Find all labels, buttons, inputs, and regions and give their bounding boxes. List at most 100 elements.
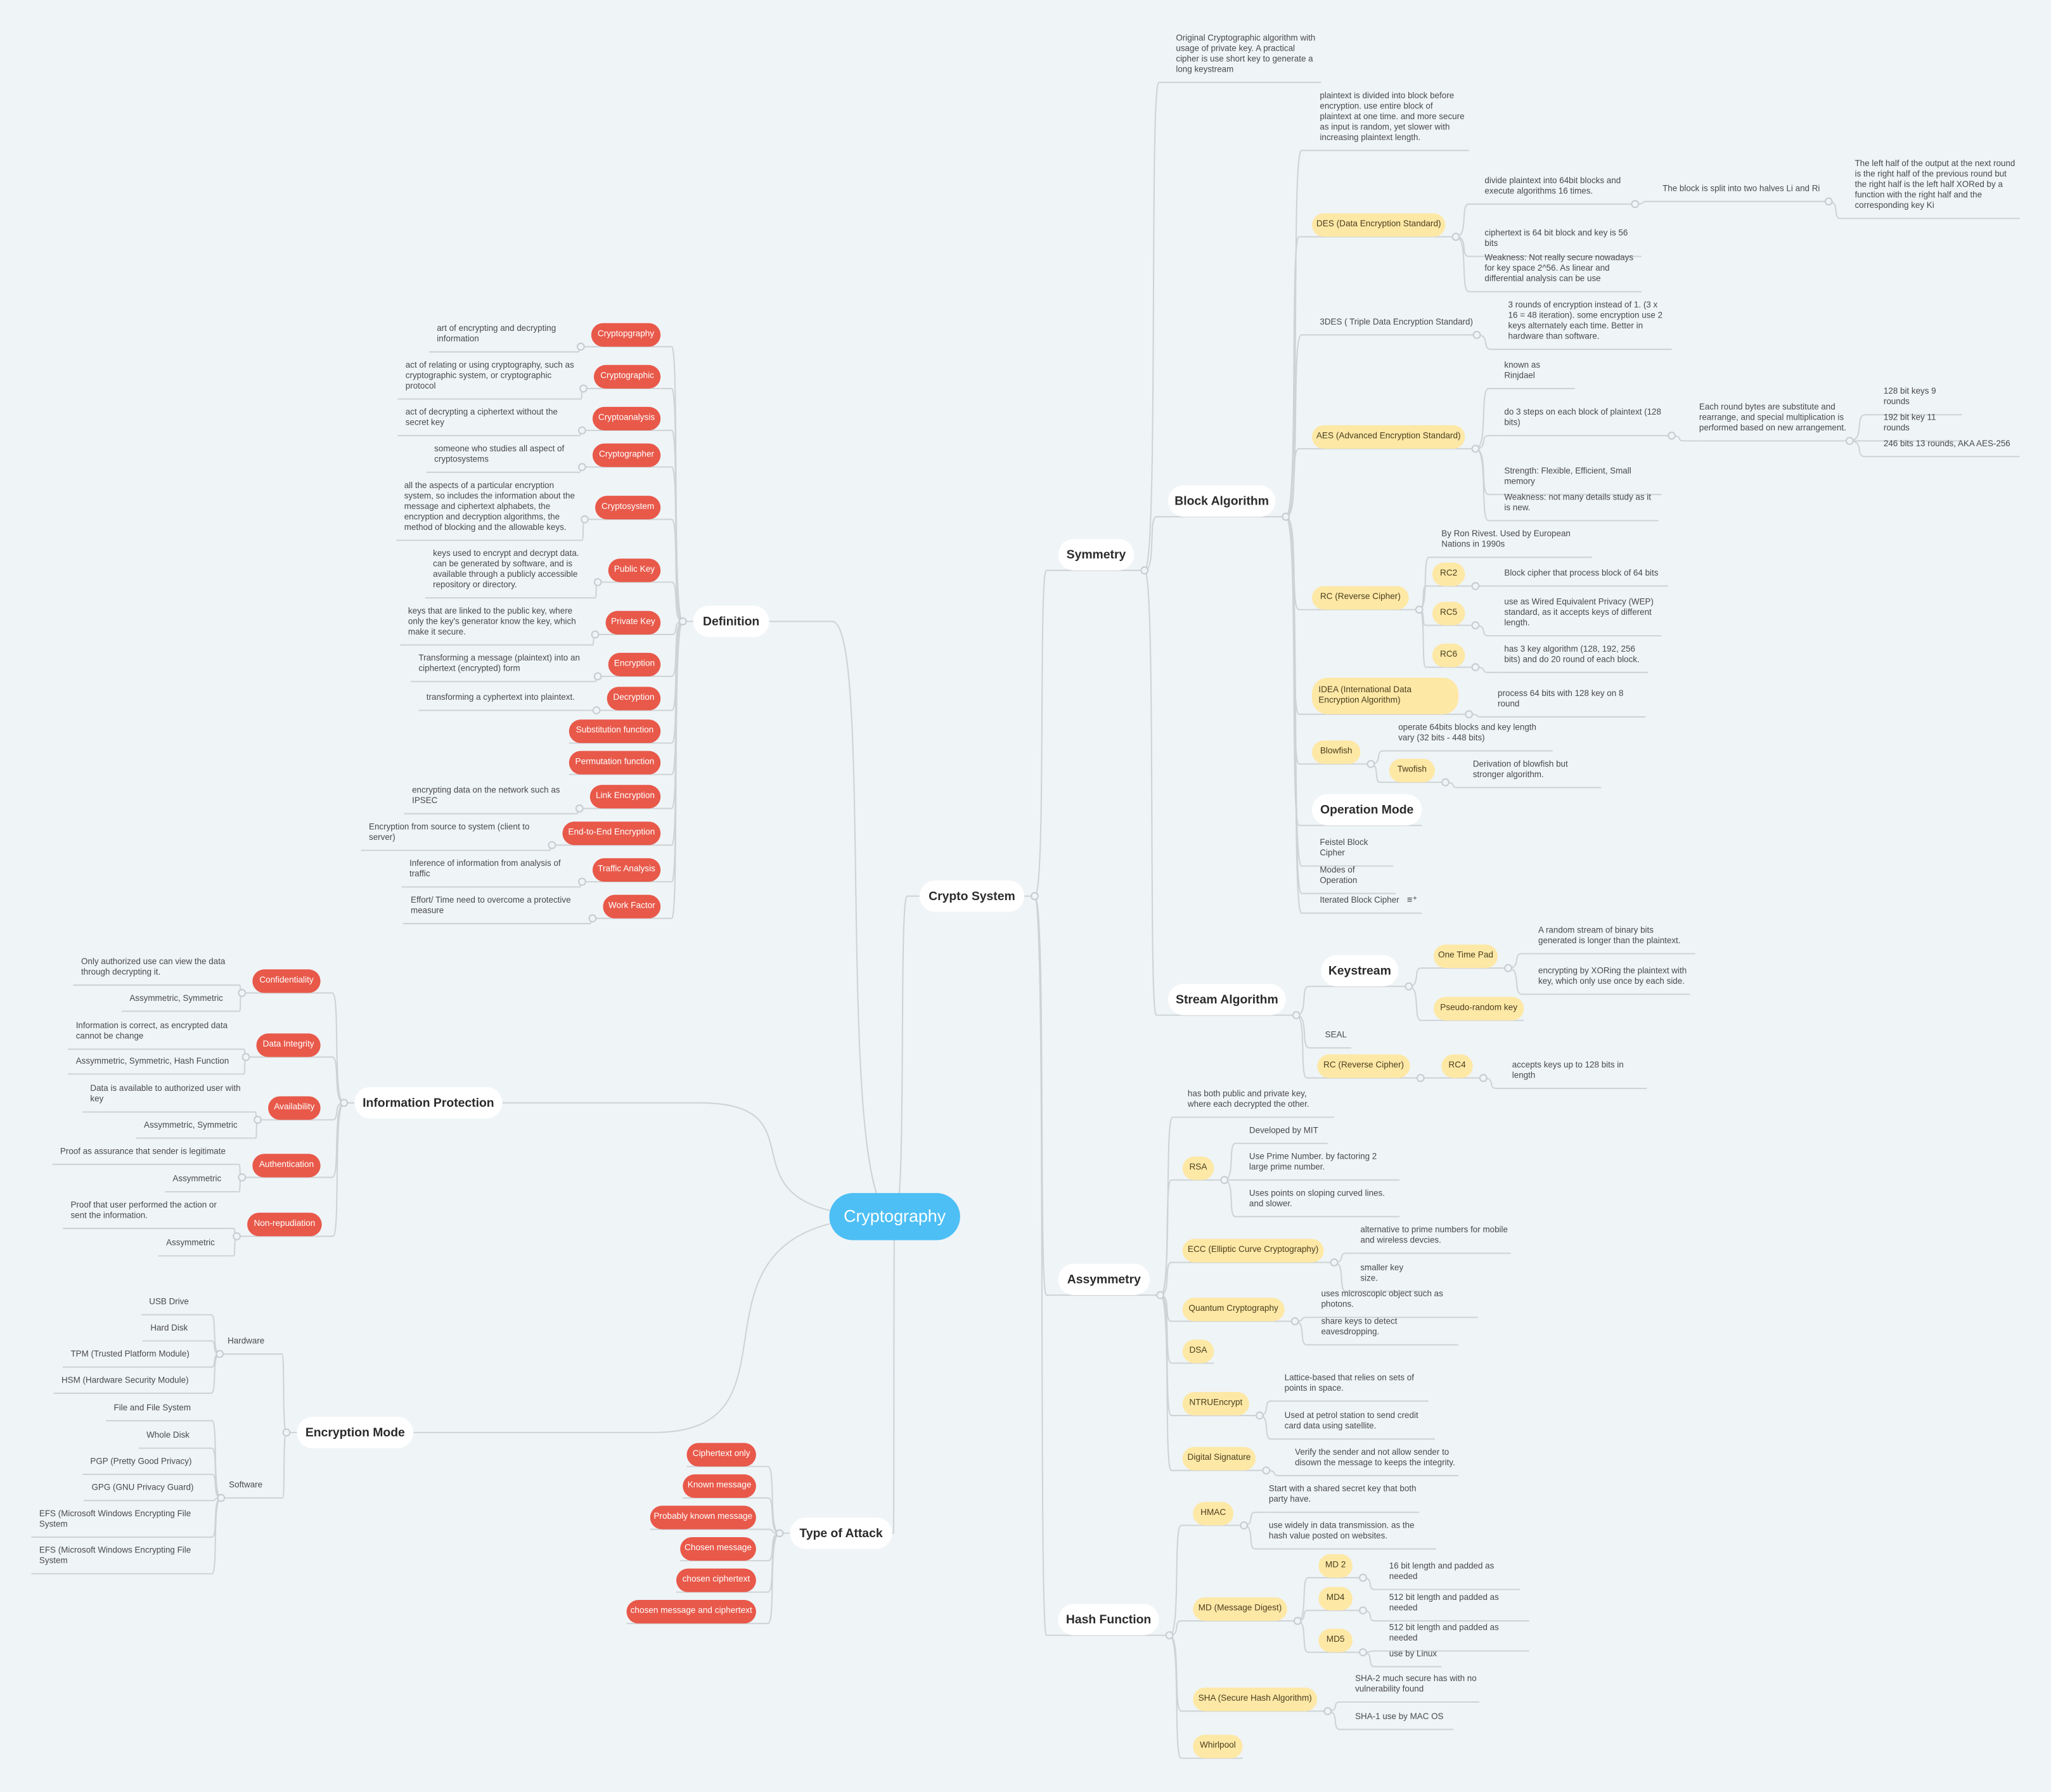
crypto-system-symmetry-block-note-node[interactable]: plaintext is divided into block before e…	[1317, 91, 1469, 150]
definition-terms-4-desc-node[interactable]: all the aspects of a particular encrypti…	[396, 481, 579, 540]
crypto-system-symmetry-block-rc-variants-0-node[interactable]: RC2	[1432, 562, 1465, 586]
definition-terms-11-node[interactable]: Link Encryption	[589, 785, 661, 809]
encryption-mode-hardware-node[interactable]: Hardware	[220, 1337, 278, 1354]
root-node[interactable]: Cryptography	[829, 1193, 960, 1241]
crypto-system-symmetry-stream-rc-rc4-desc-node[interactable]: accepts keys up to 128 bits in length	[1510, 1061, 1647, 1088]
crypto-system-symmetry-block-aes-round-node[interactable]: Each round bytes are substitute and rear…	[1697, 403, 1849, 441]
encryption-mode-node[interactable]: Encryption Mode	[297, 1417, 414, 1448]
crypto-system-hash-whirlpool-node[interactable]: Whirlpool	[1193, 1734, 1243, 1758]
type-of-attack-items-0-node[interactable]: Ciphertext only	[686, 1443, 756, 1467]
crypto-system-symmetry-stream-keystream-node[interactable]: Keystream	[1321, 955, 1399, 987]
crypto-system-symmetry-block-rc-variants-2-node[interactable]: RC6	[1432, 643, 1465, 667]
definition-terms-13-desc-node[interactable]: Inference of information from analysis o…	[402, 860, 577, 887]
definition-terms-7-node[interactable]: Encryption	[608, 652, 661, 676]
crypto-system-symmetry-stream-keystream-prk-node[interactable]: Pseudo-random key	[1433, 996, 1524, 1021]
definition-terms-7-desc-node[interactable]: Transforming a message (plaintext) into …	[411, 654, 593, 681]
crypto-system-asymmetry-rsa-items-1-node[interactable]: Use Prime Number. by factoring 2 large p…	[1247, 1152, 1399, 1180]
crypto-system-symmetry-note-node[interactable]: Original Cryptographic algorithm with us…	[1173, 34, 1321, 82]
crypto-system-symmetry-block-others-2-node[interactable]: Iterated Block Cipher ≡⁺	[1317, 896, 1422, 913]
definition-terms-4-node[interactable]: Cryptosystem	[595, 496, 661, 520]
crypto-system-asymmetry-node[interactable]: Assymmetry	[1058, 1263, 1150, 1296]
encryption-mode-hardware-items-1-node[interactable]: Hard Disk	[143, 1324, 203, 1341]
crypto-system-asymmetry-ecc-items-1-node[interactable]: smaller key size.	[1358, 1264, 1425, 1291]
crypto-system-hash-sha-node[interactable]: SHA (Secure Hash Algorithm)	[1193, 1687, 1318, 1711]
definition-terms-9-node[interactable]: Substitution function	[569, 719, 661, 744]
crypto-system-symmetry-block-des-items-1-node[interactable]: ciphertext is 64 bit block and key is 56…	[1482, 229, 1642, 256]
crypto-system-symmetry-block-aes-node[interactable]: AES (Advanced Encryption Standard)	[1311, 425, 1465, 449]
crypto-system-asymmetry-quantum-node[interactable]: Quantum Cryptography	[1182, 1298, 1285, 1322]
crypto-system-hash-node[interactable]: Hash Function	[1058, 1604, 1159, 1635]
encryption-mode-software-items-2-node[interactable]: PGP (Pretty Good Privacy)	[82, 1457, 203, 1474]
definition-terms-12-node[interactable]: End-to-End Encryption	[562, 822, 661, 846]
crypto-system-symmetry-stream-rc-rc4-node[interactable]: RC4	[1441, 1054, 1473, 1078]
encryption-mode-software-items-4-node[interactable]: EFS (Microsoft Windows Encrypting File S…	[32, 1510, 203, 1537]
information-protection-items-3-node[interactable]: Authentication	[252, 1154, 321, 1178]
crypto-system-symmetry-block-tdes-node[interactable]: 3DES ( Triple Data Encryption Standard)	[1317, 318, 1477, 335]
definition-terms-2-node[interactable]: Cryptoanalysis	[592, 406, 661, 430]
crypto-system-asymmetry-dsig-node[interactable]: Digital Signature	[1182, 1447, 1256, 1471]
definition-terms-10-node[interactable]: Permutation function	[569, 751, 661, 775]
crypto-system-asymmetry-quantum-items-1-node[interactable]: share keys to detect eavesdropping.	[1318, 1317, 1458, 1344]
crypto-system-symmetry-block-des-split-detail-node[interactable]: The left half of the output at the next …	[1852, 160, 2019, 219]
crypto-system-symmetry-block-blowfish-twofish-node[interactable]: Twofish	[1389, 759, 1435, 783]
definition-terms-0-node[interactable]: Cryptopgraphy	[591, 323, 661, 347]
crypto-system-symmetry-block-blowfish-node[interactable]: Blowfish	[1311, 740, 1361, 764]
type-of-attack-node[interactable]: Type of Attack	[790, 1518, 892, 1549]
information-protection-items-4-node[interactable]: Non-repudiation	[247, 1213, 322, 1237]
crypto-system-hash-hmac-items-0-node[interactable]: Start with a shared secret key that both…	[1266, 1485, 1419, 1512]
information-protection-items-2-desc-node[interactable]: Data is available to authorized user wit…	[82, 1085, 252, 1112]
type-of-attack-items-5-node[interactable]: chosen message and ciphertext	[626, 1600, 756, 1624]
definition-terms-11-desc-node[interactable]: encrypting data on the network such as I…	[404, 786, 574, 813]
definition-terms-1-node[interactable]: Cryptographic	[593, 364, 661, 389]
crypto-system-node[interactable]: Crypto System	[919, 880, 1024, 912]
information-protection-items-1-type-node[interactable]: Assymmetric, Symmetric, Hash Function	[68, 1057, 241, 1074]
crypto-system-symmetry-block-des-items-0-node[interactable]: divide plaintext into 64bit blocks and e…	[1482, 177, 1635, 204]
definition-terms-12-desc-node[interactable]: Encryption from source to system (client…	[361, 823, 547, 850]
definition-terms-14-desc-node[interactable]: Effort/ Time need to overcome a protecti…	[403, 896, 588, 924]
crypto-system-symmetry-stream-seal-node[interactable]: SEAL	[1323, 1031, 1351, 1048]
definition-node[interactable]: Definition	[693, 605, 769, 638]
information-protection-items-2-node[interactable]: Availability	[268, 1096, 321, 1120]
crypto-system-hash-hmac-node[interactable]: HMAC	[1193, 1502, 1234, 1526]
crypto-system-symmetry-block-idea-items-0-node[interactable]: process 64 bits with 128 key on 8 round	[1495, 690, 1645, 717]
crypto-system-symmetry-block-others-0-node[interactable]: Feistel Block Cipher	[1317, 839, 1393, 866]
definition-terms-2-desc-node[interactable]: act of decrypting a ciphertext without t…	[397, 408, 577, 435]
crypto-system-symmetry-block-others-1-node[interactable]: Modes of Operation	[1317, 866, 1396, 893]
definition-terms-8-node[interactable]: Decryption	[607, 687, 661, 711]
type-of-attack-items-2-node[interactable]: Probably known message	[650, 1505, 756, 1530]
information-protection-node[interactable]: Information Protection	[354, 1087, 503, 1119]
crypto-system-hash-md-variants-2-node[interactable]: MD5	[1318, 1628, 1353, 1653]
crypto-system-symmetry-stream-keystream-otp-node[interactable]: One Time Pad	[1433, 944, 1498, 969]
encryption-mode-software-items-1-node[interactable]: Whole Disk	[139, 1431, 203, 1448]
crypto-system-hash-md-variants-2-items-1-node[interactable]: use by Linux	[1387, 1649, 1442, 1666]
information-protection-items-3-desc-node[interactable]: Proof as assurance that sender is legiti…	[53, 1147, 236, 1164]
encryption-mode-software-items-5-node[interactable]: EFS (Microsoft Windows Encrypting File S…	[32, 1546, 203, 1573]
definition-terms-14-node[interactable]: Work Factor	[603, 894, 661, 919]
encryption-mode-software-node[interactable]: Software	[221, 1481, 279, 1498]
crypto-system-asymmetry-dsig-items-0-node[interactable]: Verify the sender and not allow sender t…	[1292, 1448, 1458, 1476]
crypto-system-hash-hmac-items-1-node[interactable]: use widely in data transmission. as the …	[1266, 1521, 1436, 1549]
crypto-system-symmetry-block-blowfish-twofish-desc-node[interactable]: Derivation of blowfish but stronger algo…	[1470, 760, 1601, 787]
information-protection-items-0-node[interactable]: Confidentiality	[252, 969, 321, 993]
crypto-system-asymmetry-dsa-node[interactable]: DSA	[1182, 1339, 1214, 1363]
crypto-system-symmetry-block-aes-items-0-node[interactable]: known as Rinjdael	[1501, 361, 1575, 389]
crypto-system-hash-md-variants-2-items-0-node[interactable]: 512 bit length and padded as needed	[1387, 1623, 1529, 1651]
information-protection-items-0-type-node[interactable]: Assymmetric, Symmetric	[122, 994, 237, 1011]
crypto-system-symmetry-block-des-items-2-node[interactable]: Weakness: Not really secure nowadays for…	[1482, 254, 1642, 292]
crypto-system-hash-md-variants-0-items-0-node[interactable]: 16 bit length and padded as needed	[1387, 1562, 1521, 1589]
crypto-system-symmetry-stream-rc-node[interactable]: RC (Reverse Cipher)	[1317, 1054, 1410, 1078]
crypto-system-asymmetry-note-node[interactable]: has both public and private key, where e…	[1185, 1090, 1334, 1117]
information-protection-items-2-type-node[interactable]: Assymmetric, Symmetric	[136, 1121, 254, 1138]
definition-terms-5-node[interactable]: Public Key	[608, 558, 661, 583]
note-icon[interactable]: ≡⁺	[1407, 896, 1418, 906]
encryption-mode-hardware-items-0-node[interactable]: USB Drive	[141, 1298, 203, 1315]
information-protection-items-4-type-node[interactable]: Assymmetric	[158, 1239, 231, 1256]
crypto-system-asymmetry-ecc-items-0-node[interactable]: alternative to prime numbers for mobile …	[1358, 1226, 1510, 1253]
crypto-system-symmetry-block-aes-keys-2-node[interactable]: 246 bits 13 rounds, AKA AES-256	[1881, 439, 2020, 456]
encryption-mode-software-items-0-node[interactable]: File and File System	[106, 1403, 203, 1421]
encryption-mode-software-items-3-node[interactable]: GPG (GNU Privacy Guard)	[84, 1483, 203, 1500]
crypto-system-symmetry-stream-keystream-otp-items-0-node[interactable]: A random stream of binary bits generated…	[1536, 926, 1695, 953]
crypto-system-hash-md-variants-1-items-0-node[interactable]: 512 bit length and padded as needed	[1387, 1594, 1529, 1621]
crypto-system-asymmetry-rsa-node[interactable]: RSA	[1182, 1156, 1214, 1180]
